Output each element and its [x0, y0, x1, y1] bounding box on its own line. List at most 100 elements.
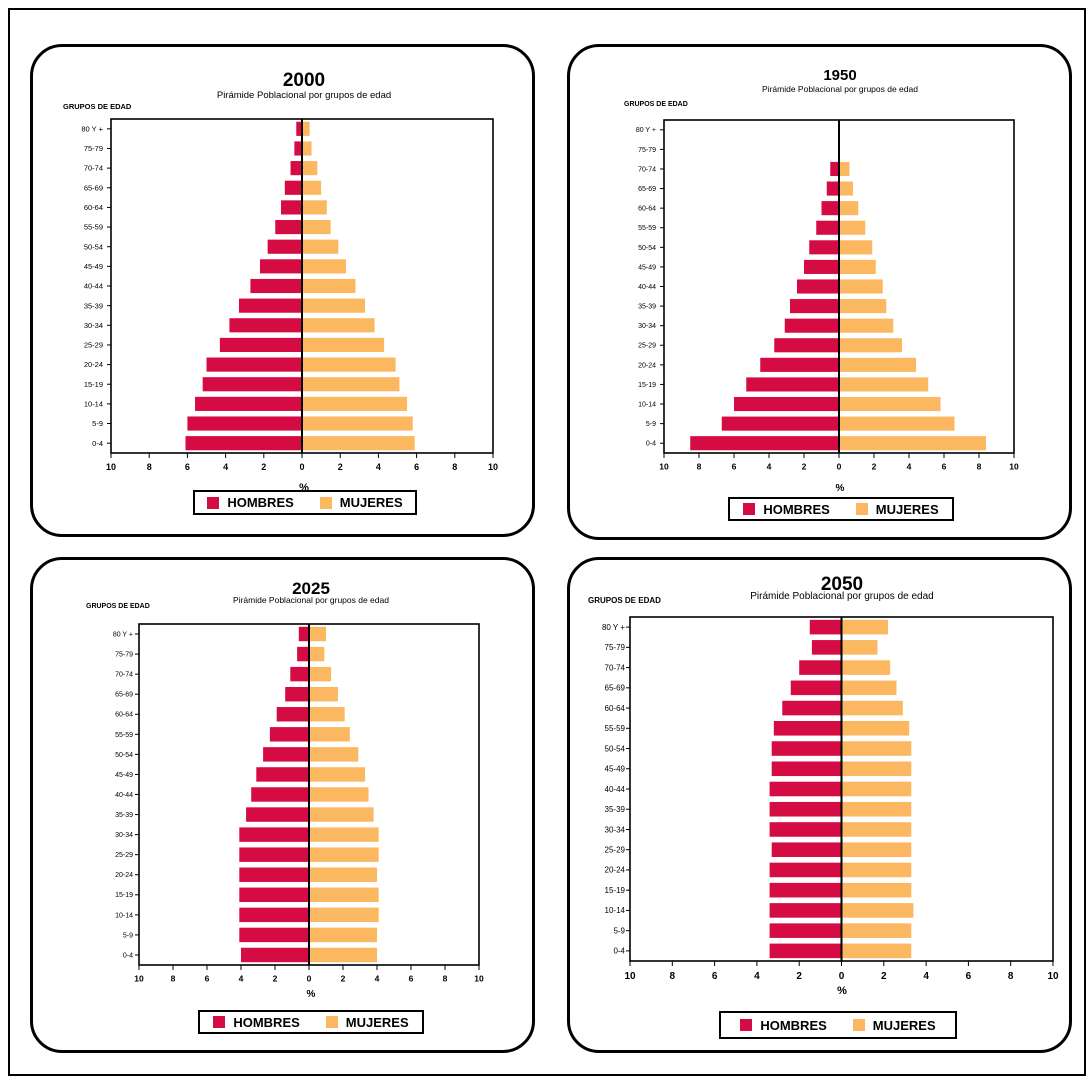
y-tick-label: 50-54 [84, 242, 103, 251]
bar-mujeres [841, 781, 912, 797]
bar-mujeres [839, 377, 929, 392]
bar-mujeres [839, 240, 873, 255]
hombres-swatch [207, 496, 220, 509]
bar-mujeres [841, 943, 912, 959]
x-tick-label: 2 [872, 462, 877, 472]
bar-mujeres [302, 200, 327, 215]
bar-mujeres [841, 882, 912, 898]
bar-hombres [285, 686, 309, 702]
bar-mujeres [302, 337, 385, 353]
x-tick-label: 4 [375, 974, 380, 984]
chart-subtitle: Pirámide Poblacional por grupos de edad [233, 595, 389, 605]
legend-label-mujeres: MUJERES [345, 1014, 409, 1030]
bar-mujeres [309, 787, 369, 802]
bar-mujeres [839, 436, 986, 451]
x-tick-label: 6 [414, 462, 419, 472]
mujeres-swatch [325, 1016, 338, 1028]
bar-mujeres [302, 416, 413, 431]
bar-hombres [826, 181, 839, 196]
bar-hombres [769, 903, 842, 918]
legend-item-hombres: HOMBRES [207, 495, 294, 510]
x-tick-label: 0 [299, 462, 304, 472]
x-tick-label: 0 [837, 462, 842, 472]
legend-label-hombres: HOMBRES [233, 1014, 300, 1030]
chart-title: 2000 [283, 70, 325, 91]
legend-item-mujeres: MUJERES [855, 502, 939, 517]
x-tick-label: 6 [732, 462, 737, 472]
bar-hombres [769, 923, 842, 938]
chart-subtitle: Pirámide Poblacional por grupos de edad [217, 90, 391, 101]
hombres-swatch [743, 503, 756, 515]
bar-hombres [239, 827, 309, 842]
x-tick-label: 8 [171, 974, 176, 984]
y-axis-label: GRUPOS DE EDAD [624, 101, 688, 108]
bar-hombres [195, 396, 302, 411]
bar-hombres [771, 761, 842, 777]
x-axis-label: % [836, 483, 845, 494]
bar-mujeres [302, 278, 356, 294]
y-tick-label: 25-29 [638, 343, 656, 350]
bar-mujeres [839, 161, 850, 177]
bar-mujeres [841, 741, 912, 756]
bar-hombres [263, 747, 309, 762]
bar-mujeres [839, 181, 853, 196]
y-tick-label: 20-24 [115, 872, 133, 879]
pyramid-chart-2000: 2000 Pirámide Poblacional por grupos de … [63, 70, 498, 494]
bar-mujeres [309, 867, 377, 882]
legend-item-mujeres: MUJERES [852, 1017, 936, 1033]
x-tick-label: 4 [767, 462, 772, 472]
bar-mujeres [302, 239, 339, 254]
bar-hombres [267, 239, 302, 254]
bar-mujeres [309, 927, 377, 943]
chart-title: 2025 [292, 579, 330, 598]
chart-legend: HOMBRES MUJERES [198, 1010, 424, 1034]
y-tick-label: 10-14 [605, 906, 626, 915]
x-tick-label: 6 [185, 462, 190, 472]
y-tick-label: 30-34 [638, 323, 656, 330]
bar-hombres [771, 842, 842, 857]
chart-title: 2050 [821, 574, 863, 595]
bar-mujeres [309, 666, 332, 682]
bar-hombres [239, 887, 309, 903]
x-tick-label: 2 [796, 971, 802, 982]
bar-mujeres [309, 807, 374, 822]
legend-label-mujeres: MUJERES [872, 1017, 936, 1033]
x-tick-label: 10 [488, 462, 498, 472]
bar-mujeres [839, 338, 902, 353]
x-tick-label: 6 [712, 971, 718, 982]
bar-mujeres [841, 862, 912, 878]
x-tick-label: 10 [474, 974, 484, 984]
chart-subtitle: Pirámide Poblacional por grupos de edad [762, 84, 918, 94]
y-tick-label: 45-49 [84, 262, 103, 271]
bar-mujeres [841, 761, 912, 777]
y-tick-label: 40-44 [84, 282, 103, 291]
pyramid-chart-1950: 1950 Pirámide Poblacional por grupos de … [624, 67, 1019, 494]
bar-hombres [790, 299, 839, 314]
bar-mujeres [839, 357, 916, 372]
bar-hombres [185, 436, 302, 451]
bar-mujeres [839, 220, 866, 235]
bar-mujeres [302, 318, 375, 333]
bar-hombres [760, 357, 839, 372]
bar-hombres [187, 416, 302, 431]
x-tick-label: 4 [923, 971, 929, 982]
bar-mujeres [841, 721, 910, 736]
bar-hombres [239, 907, 309, 923]
x-tick-label: 6 [205, 974, 210, 984]
bar-hombres [206, 357, 302, 372]
y-tick-label: 5-9 [92, 419, 103, 428]
bar-hombres [239, 927, 309, 943]
x-tick-label: 6 [966, 971, 972, 982]
legend-item-mujeres: MUJERES [325, 1014, 409, 1030]
bar-hombres [239, 867, 309, 882]
bar-mujeres [302, 180, 322, 195]
x-tick-label: 4 [376, 462, 381, 472]
hombres-swatch [740, 1019, 753, 1031]
bar-hombres [290, 666, 309, 682]
x-tick-label: 4 [754, 971, 760, 982]
mujeres-swatch [319, 496, 332, 509]
bar-mujeres [309, 847, 379, 862]
bar-mujeres [841, 903, 914, 918]
bar-hombres [809, 240, 839, 255]
x-tick-label: 4 [223, 462, 228, 472]
